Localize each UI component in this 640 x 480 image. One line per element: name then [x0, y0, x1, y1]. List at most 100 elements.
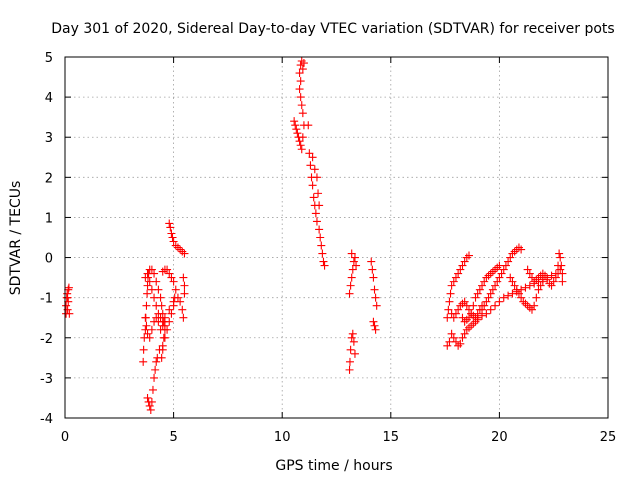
data-point [473, 289, 482, 298]
data-point [169, 237, 178, 246]
data-point [499, 293, 508, 302]
data-point [139, 345, 148, 354]
data-point [371, 293, 380, 302]
data-point [345, 357, 354, 366]
data-point [493, 277, 502, 286]
data-point [308, 153, 317, 162]
data-point [167, 309, 176, 318]
data-point [165, 305, 174, 314]
data-point [141, 313, 150, 322]
data-point [152, 313, 161, 322]
series-arc-4h-d [141, 273, 189, 342]
data-point [521, 283, 530, 292]
data-point [530, 277, 539, 286]
data-point [458, 261, 467, 270]
data-point [456, 265, 465, 274]
data-point [311, 209, 320, 218]
data-point [464, 313, 473, 322]
data-point [484, 293, 493, 302]
x-tick-label: 25 [600, 430, 617, 445]
data-point [464, 305, 473, 314]
series-arc-0h [62, 283, 74, 318]
data-point [525, 281, 534, 290]
data-point [171, 285, 180, 294]
data-point [484, 271, 493, 280]
y-tick-label: 2 [45, 171, 53, 186]
data-point [486, 269, 495, 278]
data-point [318, 249, 327, 258]
data-point [64, 283, 73, 292]
y-tick-label: -2 [40, 332, 53, 347]
data-point [295, 137, 304, 146]
tick-labels: 0 5 10 15 20 25 -4 -3 -2 -1 0 1 2 3 4 5 [40, 51, 616, 445]
data-point [295, 69, 304, 78]
data-point [538, 269, 547, 278]
data-point [316, 233, 325, 242]
data-point [517, 293, 526, 302]
data-point [173, 293, 182, 302]
x-tick-label: 15 [383, 430, 400, 445]
data-point [462, 315, 471, 324]
data-point [305, 149, 314, 158]
series-arc-4h-c [143, 265, 180, 414]
data-point [446, 289, 455, 298]
data-point [499, 265, 508, 274]
x-tick-label: 0 [61, 430, 69, 445]
data-point [519, 297, 528, 306]
data-point [525, 303, 534, 312]
data-point [460, 297, 469, 306]
data-point [153, 353, 162, 362]
data-point [371, 325, 380, 334]
data-point [508, 249, 517, 258]
data-point [491, 281, 500, 290]
data-point [454, 341, 463, 350]
data-point [62, 301, 71, 310]
series-arc-22h [523, 249, 567, 290]
data-point [451, 337, 460, 346]
data-point [180, 281, 189, 290]
data-point [480, 277, 489, 286]
series-arc-14h [367, 257, 381, 334]
data-point [296, 93, 305, 102]
data-point [530, 301, 539, 310]
data-point [158, 321, 167, 330]
data-point [145, 333, 154, 342]
data-point [462, 325, 471, 334]
data-point [482, 297, 491, 306]
data-point [142, 301, 151, 310]
data-point [158, 309, 167, 318]
data-point [139, 357, 148, 366]
data-point [486, 289, 495, 298]
data-point [151, 365, 160, 374]
y-tick-label: -3 [40, 372, 53, 387]
data-point [454, 269, 463, 278]
data-point [178, 305, 187, 314]
data-point [443, 341, 452, 350]
data-point [504, 291, 513, 300]
data-point [179, 273, 188, 282]
data-point [296, 141, 305, 150]
data-point [551, 273, 560, 282]
data-point [488, 267, 497, 276]
series-arc-5h [165, 219, 189, 258]
data-point [298, 109, 307, 118]
data-point [65, 309, 74, 318]
data-point [296, 77, 305, 86]
data-point [447, 329, 456, 338]
series-arc-20h [478, 243, 526, 314]
x-tick-label: 20 [491, 430, 508, 445]
data-point [541, 271, 550, 280]
data-point [449, 277, 458, 286]
data-point [497, 269, 506, 278]
data-point [556, 253, 565, 262]
data-point [508, 277, 517, 286]
data-point [150, 373, 159, 382]
data-point [469, 311, 478, 320]
data-point [491, 265, 500, 274]
data-point [157, 301, 166, 310]
data-point [510, 247, 519, 256]
data-point [150, 269, 159, 278]
data-point [495, 297, 504, 306]
data-point [171, 241, 180, 250]
chart-title: Day 301 of 2020, Sidereal Day-to-day VTE… [51, 21, 614, 37]
